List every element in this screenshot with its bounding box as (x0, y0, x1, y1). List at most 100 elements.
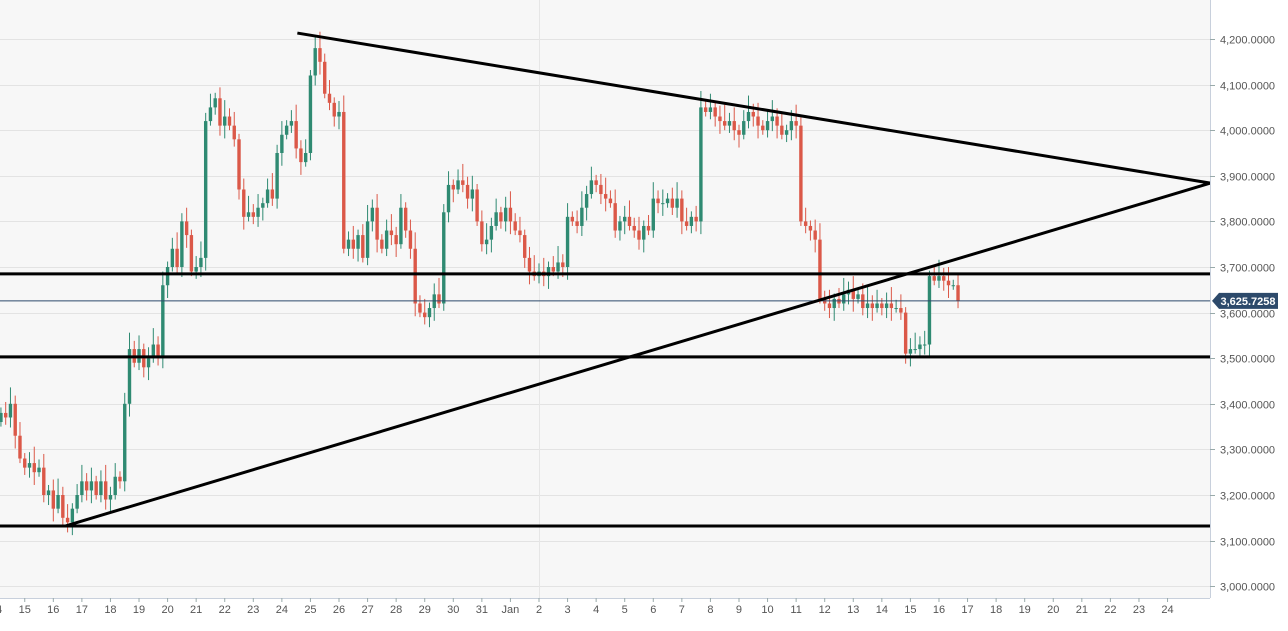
candle-body (308, 75, 313, 153)
x-tick-label: 6 (650, 604, 656, 616)
candle (423, 298, 427, 325)
candle-body (384, 230, 389, 249)
candle-body (918, 344, 922, 350)
candle-body (575, 221, 579, 226)
candle (865, 287, 870, 319)
candle-body (580, 207, 584, 226)
candle-body (718, 116, 722, 122)
candle-body (194, 267, 198, 272)
x-tick-label: 24 (1161, 604, 1173, 616)
drawn-lines[interactable] (0, 31, 1211, 528)
candle (489, 217, 494, 253)
candle-body (937, 276, 941, 281)
candle (156, 336, 160, 366)
x-tick-label: 27 (361, 604, 373, 616)
candle-body (665, 198, 670, 204)
candle (80, 464, 84, 503)
y-tick-label: 3,200.0000 (1220, 491, 1275, 503)
candle (675, 182, 679, 218)
candle (208, 93, 213, 126)
candle-body (118, 476, 122, 482)
candle (289, 110, 294, 133)
candle-body (175, 248, 179, 267)
candle-body (484, 239, 489, 245)
candle (803, 207, 808, 234)
y-tick-label: 3,600.0000 (1220, 309, 1275, 321)
y-axis[interactable]: 4,200.0000 4,100.0000 4,000.0000 3,900.0000… (1210, 35, 1275, 594)
candle (75, 484, 79, 514)
candle (446, 171, 451, 223)
candle (118, 471, 122, 489)
candle (699, 90, 703, 235)
candle (799, 117, 803, 226)
candle-body (446, 184, 451, 213)
candle-body (327, 93, 332, 103)
candle-body (656, 198, 660, 204)
candle-body (237, 139, 241, 190)
candle (299, 140, 303, 175)
candle (646, 215, 651, 236)
candle-body (642, 225, 646, 240)
x-tick-label: 9 (736, 604, 742, 616)
candle-body (832, 298, 836, 309)
candle (180, 213, 184, 278)
candle (951, 279, 955, 290)
candle (584, 185, 589, 221)
candle (732, 107, 736, 141)
gridlines (0, 0, 1210, 598)
last-price-tag-shape (1212, 292, 1278, 309)
trend-line[interactable] (297, 31, 1211, 185)
candle (99, 470, 103, 503)
candle-body (103, 481, 108, 500)
candle (727, 112, 732, 133)
candle-body (375, 207, 379, 240)
x-tick-label: 14 (876, 604, 888, 616)
x-tick-label: 22 (1104, 604, 1116, 616)
candle-body (275, 153, 279, 199)
candle-body (461, 180, 465, 185)
candle-body (565, 216, 570, 267)
candle-body (56, 495, 60, 509)
candle-body (380, 239, 384, 249)
candle-body (603, 194, 608, 199)
candle-body (903, 312, 908, 354)
candle-body (113, 476, 117, 495)
x-tick-label: 17 (76, 604, 88, 616)
candle (165, 261, 170, 299)
candle-body (922, 344, 927, 346)
candle-body (270, 189, 275, 199)
candle-body (765, 121, 770, 131)
candle-body (465, 184, 470, 199)
candle-body (775, 116, 779, 126)
candle-body (161, 285, 165, 359)
candle-body (518, 230, 522, 236)
candle (651, 182, 655, 238)
candle (161, 271, 165, 369)
candle-body (337, 111, 341, 117)
candle (513, 213, 517, 236)
candle (351, 225, 355, 259)
candle (632, 217, 636, 238)
candle-body (784, 130, 789, 135)
candle (642, 220, 646, 253)
candle-body (423, 312, 427, 318)
candle-body (294, 121, 298, 149)
candle (456, 169, 460, 195)
candle (356, 229, 360, 262)
candle-body (746, 111, 751, 122)
trend-line[interactable] (64, 181, 1211, 528)
candle-body (403, 207, 408, 231)
candle (851, 276, 855, 312)
candle-body (808, 225, 813, 231)
candle-body (37, 467, 41, 473)
candle (946, 267, 951, 299)
x-axis[interactable]: 13141516171819202122232425262728293031Ja… (0, 598, 1174, 616)
candle (780, 111, 784, 140)
y-tick-label: 3,700.0000 (1220, 263, 1275, 275)
candle (280, 121, 284, 166)
plot-background (0, 0, 1210, 598)
candle-body (856, 294, 860, 299)
candle (3, 401, 8, 425)
candle (684, 207, 689, 231)
